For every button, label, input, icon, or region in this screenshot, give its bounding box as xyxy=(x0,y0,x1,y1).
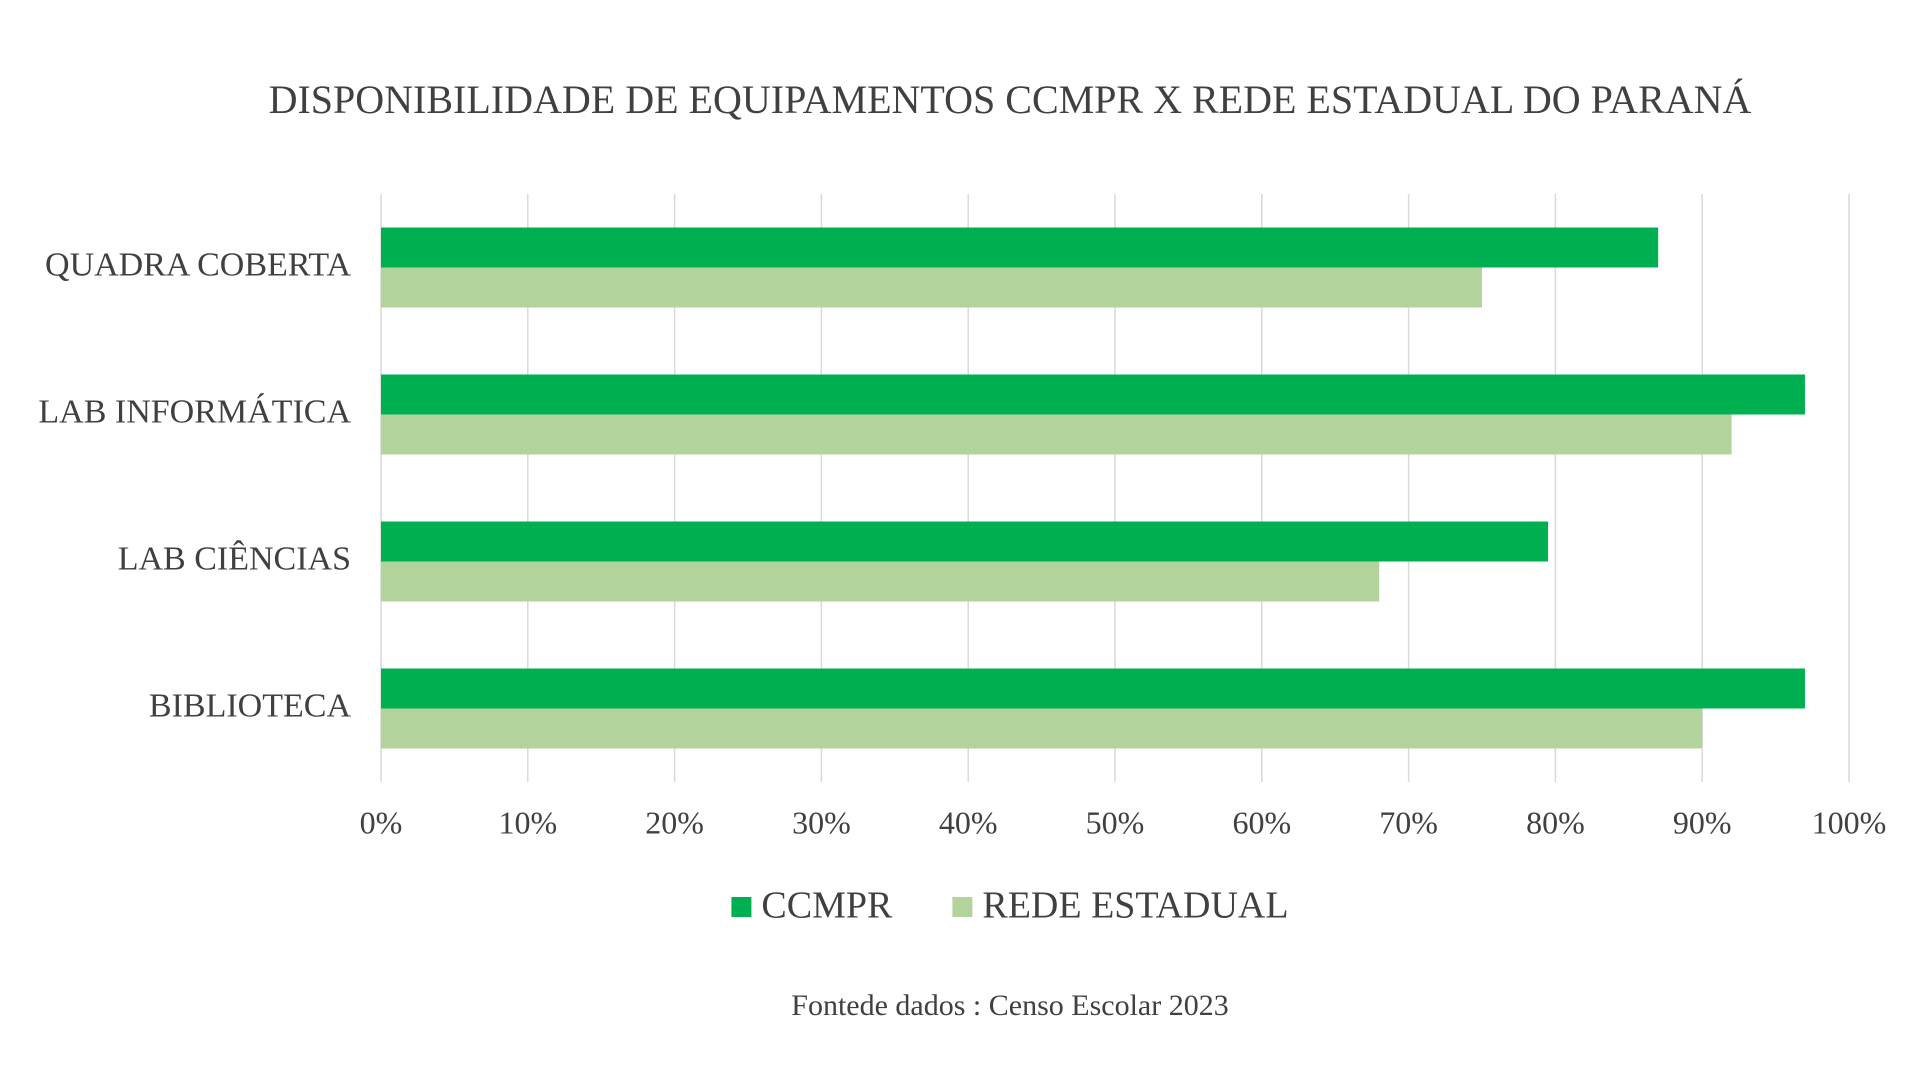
x-tick-label: 80% xyxy=(1526,804,1585,840)
bar xyxy=(381,374,1805,415)
legend-swatch xyxy=(952,897,973,917)
x-tick-label: 70% xyxy=(1379,804,1438,840)
x-tick-label: 10% xyxy=(498,804,557,840)
y-tick-label: BIBLIOTECA xyxy=(149,687,352,724)
y-tick-label: LAB CIÊNCIAS xyxy=(118,540,351,577)
legend-label: CCMPR xyxy=(761,885,893,927)
bar xyxy=(381,414,1732,455)
bar xyxy=(381,561,1380,602)
x-tick-label: 100% xyxy=(1812,804,1887,840)
bar xyxy=(381,227,1659,268)
x-tick-label: 40% xyxy=(939,804,998,840)
x-tick-label: 20% xyxy=(645,804,704,840)
bar xyxy=(381,521,1549,562)
x-tick-label: 30% xyxy=(792,804,851,840)
x-tick-label: 50% xyxy=(1086,804,1145,840)
x-tick-label: 60% xyxy=(1232,804,1291,840)
x-tick-label: 90% xyxy=(1673,804,1732,840)
y-tick-label: LAB INFORMÁTICA xyxy=(38,393,351,430)
bar xyxy=(381,267,1482,308)
y-tick-label: QUADRA COBERTA xyxy=(45,246,351,283)
chart-title: DISPONIBILIDADE DE EQUIPAMENTOS CCMPR X … xyxy=(269,77,1752,122)
source-note: Fontede dados : Censo Escolar 2023 xyxy=(791,989,1228,1022)
legend-label: REDE ESTADUAL xyxy=(982,885,1288,927)
bar xyxy=(381,708,1703,749)
legend-swatch xyxy=(731,897,752,917)
x-tick-label: 0% xyxy=(360,804,403,840)
bar xyxy=(381,668,1805,709)
